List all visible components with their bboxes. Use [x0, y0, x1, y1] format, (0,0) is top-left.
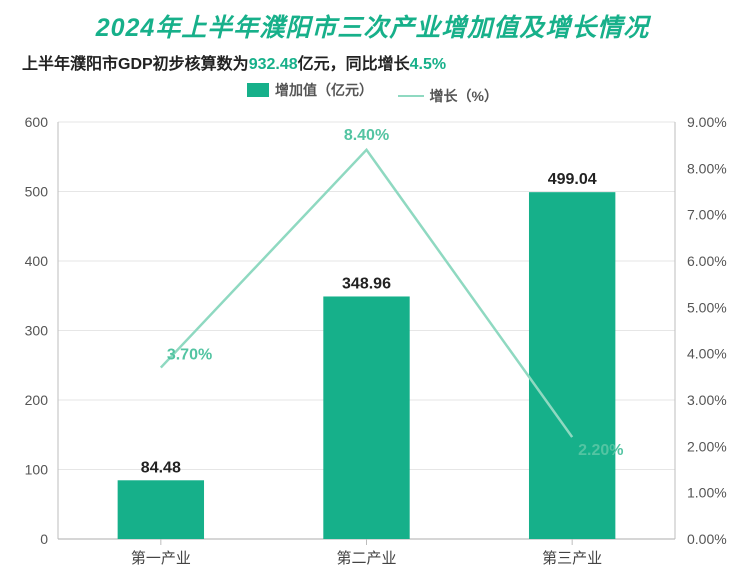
y-right-tick: 1.00% [687, 485, 727, 501]
y-right-tick: 5.00% [687, 299, 727, 315]
y-left-tick: 400 [25, 253, 49, 269]
line-swatch-icon [398, 95, 424, 97]
y-right-tick: 4.00% [687, 346, 727, 362]
subtitle-gdp-value: 932.48 [249, 56, 298, 73]
legend-item-bar: 增加值（亿元） [247, 80, 373, 100]
legend-item-line: 增长（%） [398, 86, 498, 106]
subtitle-growth-value: 4.5% [410, 56, 446, 73]
y-right-tick: 2.00% [687, 438, 727, 454]
growth-value-label: 8.40% [344, 127, 389, 144]
chart-legend: 增加值（亿元） 增长（%） [0, 74, 745, 106]
chart-area: 0 100 200 300 400 500 600 0.00% 1.00% 2.00% 3.00% 4… [0, 112, 745, 585]
bar-swatch-icon [247, 83, 269, 97]
subtitle-prefix: 上半年濮阳市GDP初步核算数为 [22, 56, 249, 73]
y-left-tick: 500 [25, 184, 49, 200]
bar-value-label: 348.96 [342, 275, 391, 292]
bar-value-label: 499.04 [548, 171, 597, 188]
bar [118, 480, 204, 539]
y-right-tick: 9.00% [687, 114, 727, 130]
subtitle-mid: 亿元，同比增长 [298, 56, 410, 73]
category-label: 第一产业 [131, 549, 191, 567]
growth-value-label: 2.20% [578, 442, 623, 459]
y-right-tick: 0.00% [687, 531, 727, 547]
legend-bar-label: 增加值（亿元） [275, 80, 373, 100]
chart-title: 2024年上半年濮阳市三次产业增加值及增长情况 [0, 0, 745, 44]
y-left-tick: 200 [25, 392, 49, 408]
y-right-tick: 7.00% [687, 207, 727, 223]
chart-subtitle: 上半年濮阳市GDP初步核算数为932.48亿元，同比增长4.5% [0, 44, 745, 74]
category-label: 第三产业 [542, 549, 602, 567]
y-right-tick: 8.00% [687, 160, 727, 176]
y-left-tick: 0 [40, 531, 48, 547]
y-right-tick: 6.00% [687, 253, 727, 269]
category-label: 第二产业 [336, 549, 396, 567]
growth-value-label: 3.70% [167, 347, 212, 364]
bar [323, 296, 409, 539]
bar [529, 192, 615, 539]
combo-chart: 0 100 200 300 400 500 600 0.00% 1.00% 2.00% 3.00% 4… [0, 112, 745, 585]
bar-value-label: 84.48 [141, 459, 181, 476]
y-left-tick: 600 [25, 114, 49, 130]
legend-line-label: 增长（%） [430, 86, 498, 106]
y-left-tick: 300 [25, 323, 49, 339]
y-left-tick: 100 [25, 462, 49, 478]
y-right-tick: 3.00% [687, 392, 727, 408]
